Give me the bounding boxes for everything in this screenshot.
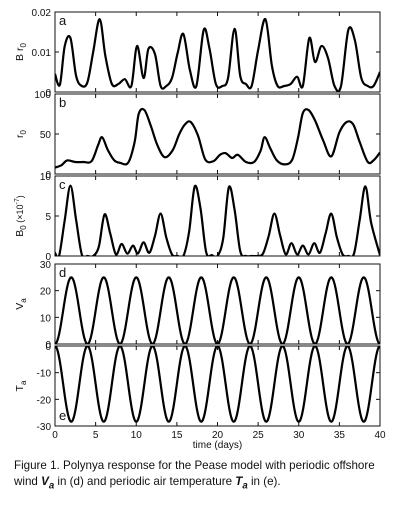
y-axis-label-e: Ta [14,380,28,391]
y-tick-label-a: 0.02 [32,8,52,19]
y-axis-label-b: r0 [14,129,28,138]
x-axis-label: time (days) [193,440,242,451]
panel-letter-b: b [59,95,66,110]
panel-frame-b [54,93,381,175]
y-tick-label-e: 0 [45,342,51,353]
y-tick-label-d: 10 [40,313,52,324]
series-line-a [55,18,380,92]
y-axis-label-c: B0 (×10-7) [14,195,28,236]
caption-text-1: Figure 1. Polynya response for the Pease… [14,459,375,488]
series-line-b [55,107,380,169]
caption-var-1: Va [41,475,55,492]
y-axis-label-a: B r0 [14,43,28,61]
panel-letter-d: d [59,265,66,280]
y-tick-label-e: -20 [37,395,52,406]
x-tick-label: 40 [374,430,386,441]
panel-c: 0 5 10 c B0 (×10-7) [14,172,381,263]
y-tick-label-c: 5 [45,212,51,223]
y-tick-label-b: 0 [45,170,51,181]
x-tick-label: 5 [93,430,99,441]
panel-letter-e: e [59,408,66,423]
caption-var-2: Ta [235,475,248,492]
y-tick-label-e: -10 [37,369,52,380]
x-tick-label: 0 [52,430,58,441]
x-tick-label: 35 [334,430,346,441]
x-tick-label: 30 [293,430,305,441]
panel-letter-a: a [59,13,67,28]
y-tick-label-c: 0 [45,252,51,263]
caption-text-2: in (d) and periodic air temperature [54,475,236,488]
series-line-d [55,276,380,344]
y-tick-label-a: 0.01 [32,48,52,59]
panel-e: -30 -20 -10 0 e Ta [14,342,381,433]
y-tick-label-c: 10 [40,172,52,183]
y-tick-label-a: 0 [45,88,51,99]
x-tick-label: 15 [171,430,183,441]
y-tick-label-d: 20 [40,287,52,298]
figure-caption: Figure 1. Polynya response for the Pease… [14,458,390,494]
panel-a: 0 0.01 0.02 a B r0 [14,8,381,99]
panel-frame-d [54,263,381,345]
y-tick-label-b: 50 [40,130,52,141]
x-tick-label: 20 [212,430,224,441]
x-tick-label: 25 [253,430,265,441]
series-line-c [55,184,380,256]
y-tick-label-e: -30 [37,422,52,433]
caption-text-3: in (e). [247,475,281,488]
series-line-e [55,346,380,423]
panel-frame-e [54,345,381,427]
y-axis-label-d: Va [14,298,28,310]
x-tick-label: 10 [131,430,143,441]
y-tick-label-d: 0 [45,340,51,351]
panel-d: 0 10 20 30 d Va [14,260,381,351]
panel-letter-c: c [59,177,66,192]
y-tick-label-b: 100 [34,90,51,101]
y-tick-label-d: 30 [40,260,52,271]
